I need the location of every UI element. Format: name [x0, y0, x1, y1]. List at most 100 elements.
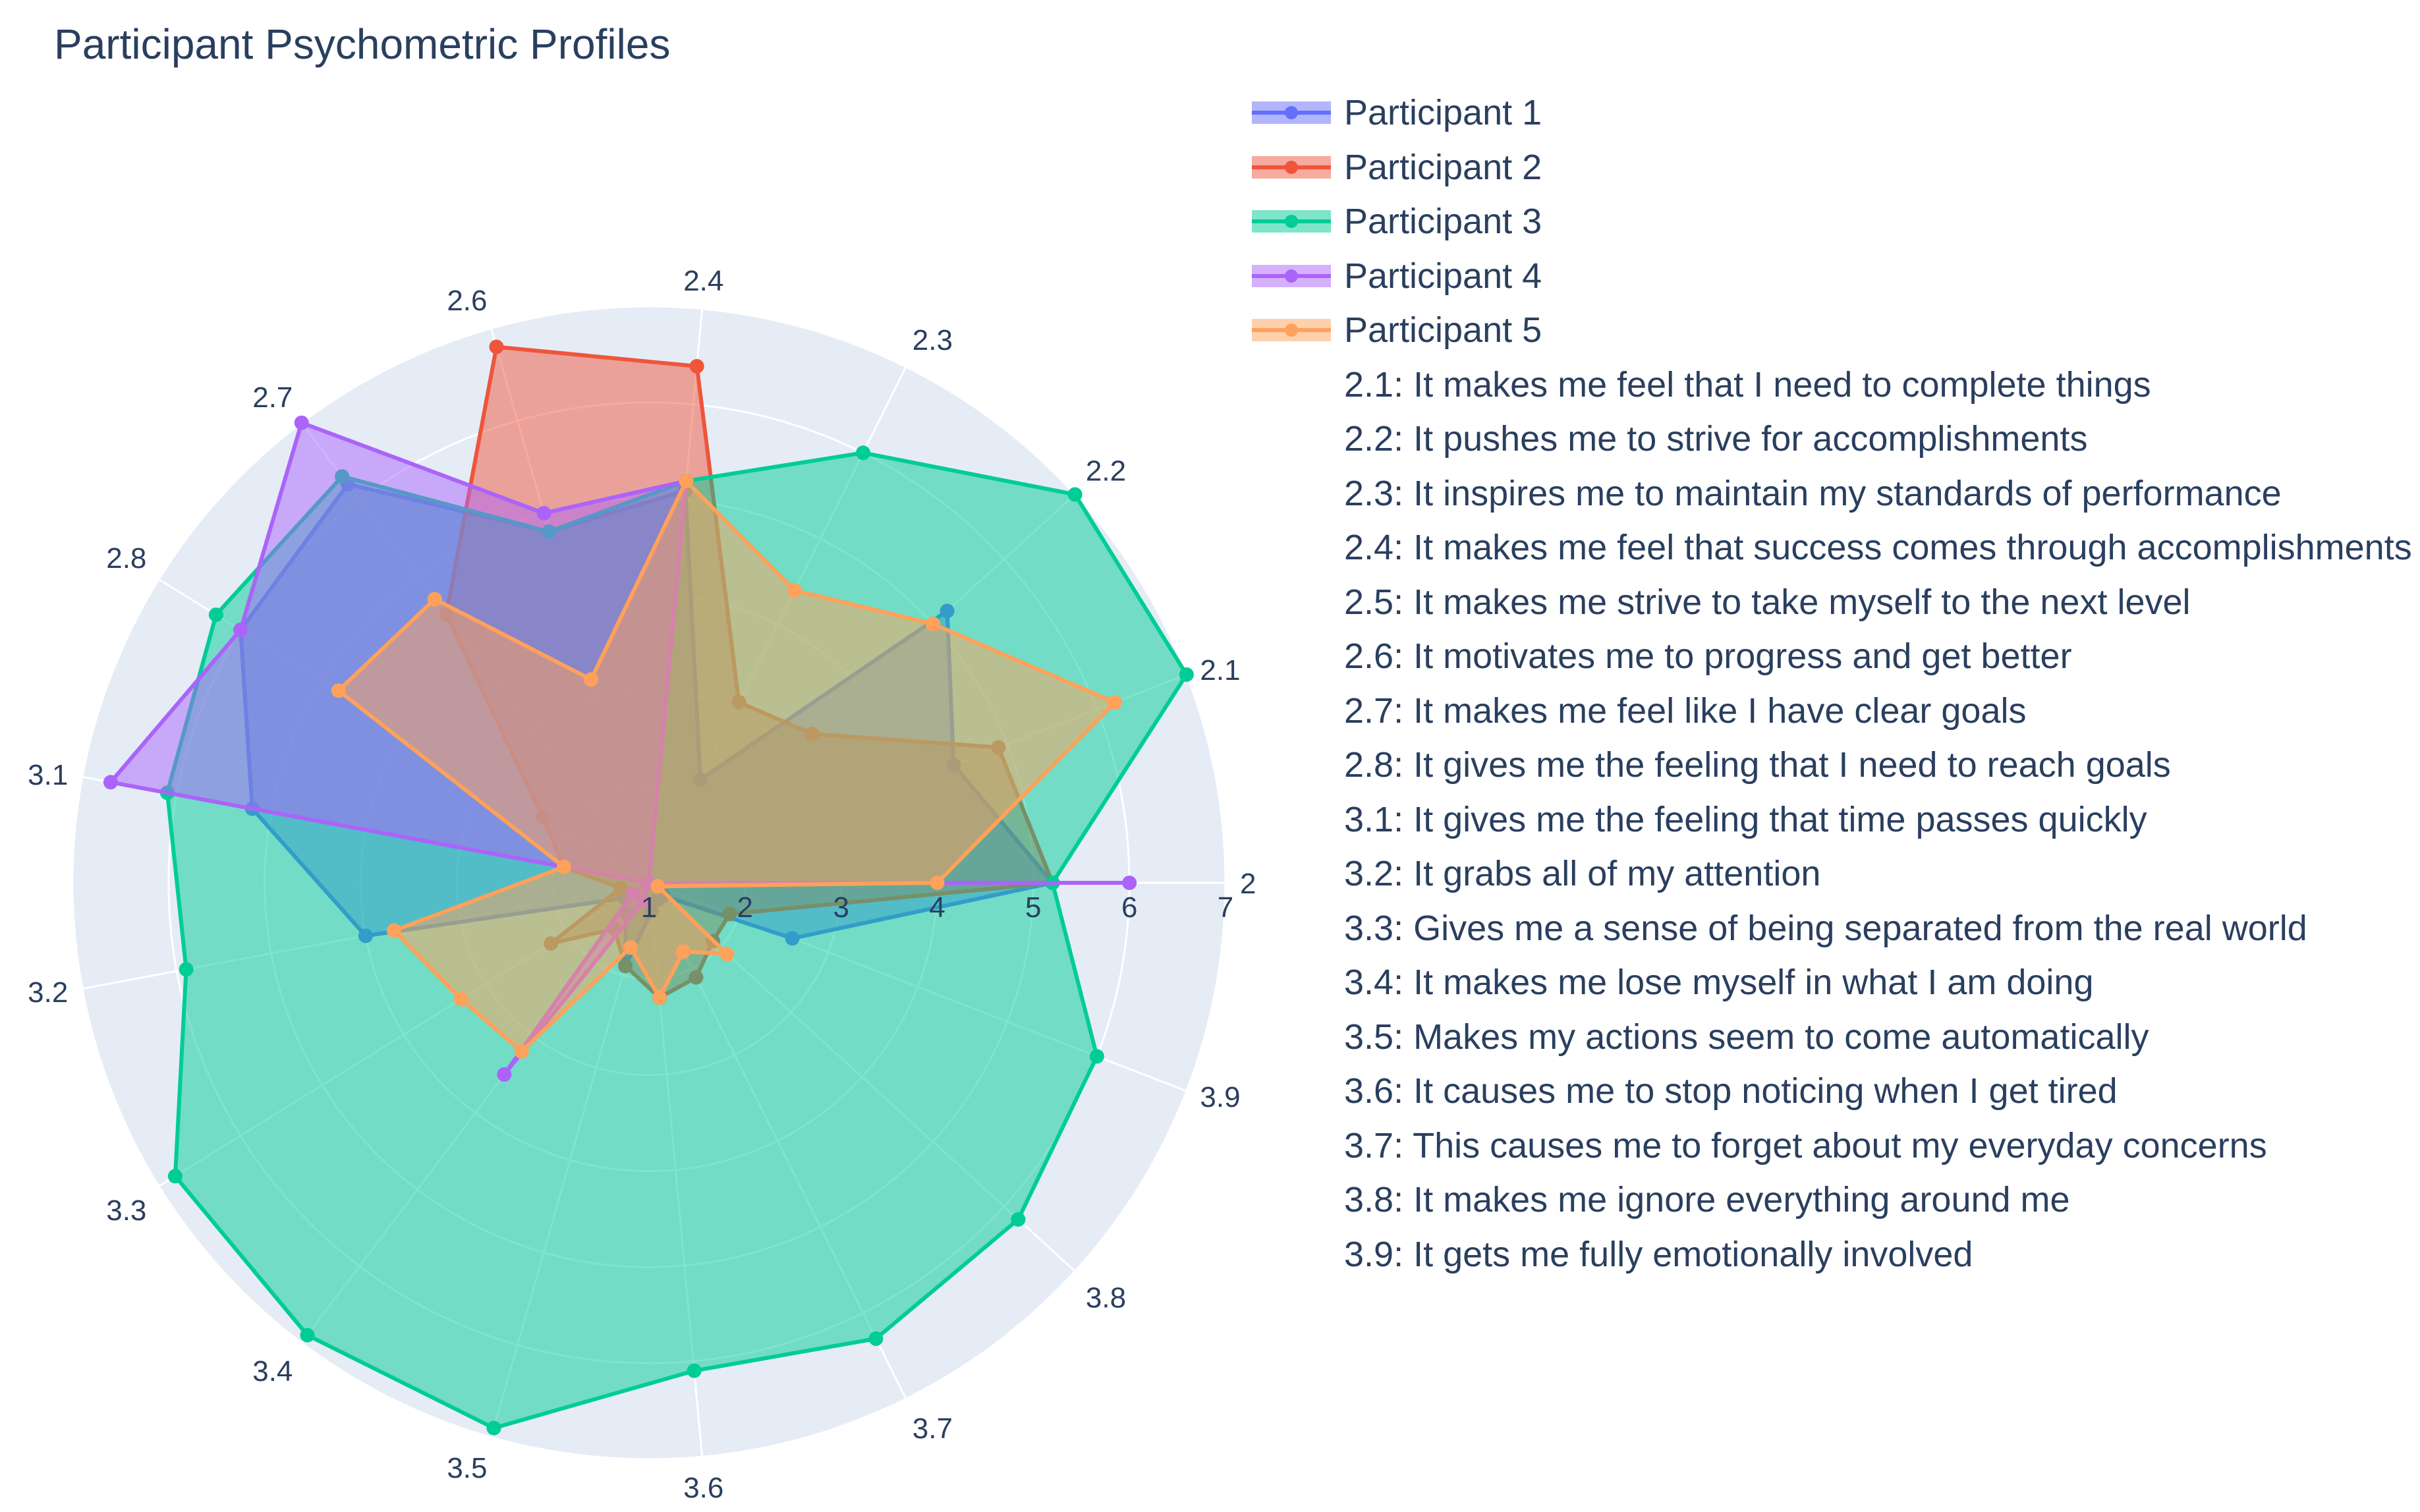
legend-note-label: 3.3: Gives me a sense of being separated…	[1344, 908, 2307, 948]
data-point[interactable]	[689, 358, 704, 374]
series-layer	[103, 339, 1194, 1436]
angular-axis-label: 2.7	[252, 381, 293, 414]
legend-swatch	[1252, 314, 1331, 347]
data-point[interactable]	[1108, 695, 1123, 710]
legend-note-item[interactable]: 3.8: It makes me ignore everything aroun…	[1252, 1173, 2412, 1227]
data-point[interactable]	[679, 474, 694, 489]
legend-label: Participant 3	[1344, 202, 1542, 242]
legend-note-label: 2.4: It makes me feel that success comes…	[1344, 528, 2412, 568]
legend-note-item[interactable]: 3.1: It gives me the feeling that time p…	[1252, 793, 2412, 847]
data-point[interactable]	[103, 775, 118, 790]
data-point[interactable]	[650, 879, 665, 894]
data-point[interactable]	[584, 672, 599, 687]
data-point[interactable]	[623, 940, 638, 955]
legend-item-participant-1[interactable]: Participant 1	[1252, 86, 2412, 140]
radial-tick-label: 7	[1218, 891, 1233, 924]
legend-note-item[interactable]: 2.4: It makes me feel that success comes…	[1252, 520, 2412, 575]
legend-item-participant-2[interactable]: Participant 2	[1252, 140, 2412, 195]
legend-note-item[interactable]: 2.5: It makes me strive to take myself t…	[1252, 575, 2412, 630]
angular-axis-label: 3.4	[252, 1355, 293, 1387]
data-point[interactable]	[1122, 876, 1137, 890]
data-point[interactable]	[787, 583, 802, 598]
legend-note-item[interactable]: 2.1: It makes me feel that I need to com…	[1252, 358, 2412, 412]
data-point[interactable]	[497, 1067, 512, 1082]
legend-note-item[interactable]: 2.3: It inspires me to maintain my stand…	[1252, 466, 2412, 521]
data-point[interactable]	[676, 944, 690, 959]
legend-label: Participant 5	[1344, 310, 1542, 350]
legend-note-label: 3.7: This causes me to forget about my e…	[1344, 1125, 2267, 1165]
radial-tick-label: 4	[929, 891, 945, 924]
legend-note-item[interactable]: 3.5: Makes my actions seem to come autom…	[1252, 1010, 2412, 1065]
legend-note-label: 2.8: It gives me the feeling that I need…	[1344, 745, 2171, 785]
radial-tick-label: 2	[737, 891, 753, 924]
data-point[interactable]	[557, 859, 571, 874]
data-point[interactable]	[1067, 487, 1083, 502]
angular-axis-label: 3.3	[106, 1194, 146, 1227]
data-point[interactable]	[208, 607, 223, 623]
angular-axis-label: 3.6	[683, 1472, 723, 1504]
series-area-participant-5[interactable]	[336, 479, 1117, 1053]
legend-item-participant-5[interactable]: Participant 5	[1252, 303, 2412, 358]
legend-note-item[interactable]: 3.7: This causes me to forget about my e…	[1252, 1119, 2412, 1173]
data-point[interactable]	[930, 876, 945, 890]
legend-note-item[interactable]: 3.6: It causes me to stop noticing when …	[1252, 1064, 2412, 1119]
data-point[interactable]	[300, 1328, 315, 1343]
data-point[interactable]	[167, 1169, 183, 1184]
legend-note-label: 2.2: It pushes me to strive for accompli…	[1344, 419, 2088, 459]
legend-note-item[interactable]: 3.4: It makes me lose myself in what I a…	[1252, 955, 2412, 1010]
data-point[interactable]	[536, 505, 551, 520]
data-point[interactable]	[926, 617, 941, 631]
legend-swatch	[1252, 96, 1331, 129]
legend-note-label: 3.1: It gives me the feeling that time p…	[1344, 799, 2147, 839]
legend-note-item[interactable]: 2.7: It makes me feel like I have clear …	[1252, 684, 2412, 739]
legend-note-label: 3.2: It grabs all of my attention	[1344, 854, 1821, 894]
legend-note-item[interactable]: 2.2: It pushes me to strive for accompli…	[1252, 412, 2412, 466]
legend-note-label: 2.1: It makes me feel that I need to com…	[1344, 364, 2151, 405]
angular-axis-label: 3.7	[913, 1413, 953, 1445]
data-point[interactable]	[719, 947, 735, 962]
data-point[interactable]	[387, 923, 401, 938]
legend-label: Participant 1	[1344, 93, 1542, 133]
data-point[interactable]	[427, 592, 442, 607]
legend-note-label: 2.3: It inspires me to maintain my stand…	[1344, 473, 2282, 513]
legend-note-item[interactable]: 3.3: Gives me a sense of being separated…	[1252, 901, 2412, 956]
data-point[interactable]	[331, 683, 346, 698]
data-point[interactable]	[486, 1420, 501, 1436]
data-point[interactable]	[514, 1044, 529, 1059]
angular-axis-label: 3.2	[28, 976, 68, 1009]
data-point[interactable]	[489, 339, 504, 354]
legend-note-item[interactable]: 3.9: It gets me fully emotionally involv…	[1252, 1227, 2412, 1282]
data-point[interactable]	[1011, 1212, 1026, 1227]
legend-label: Participant 4	[1344, 256, 1542, 296]
data-point[interactable]	[856, 445, 870, 461]
data-point[interactable]	[652, 990, 667, 1005]
legend-swatch	[1252, 205, 1331, 238]
legend-note-item[interactable]: 2.6: It motivates me to progress and get…	[1252, 629, 2412, 684]
data-point[interactable]	[453, 992, 468, 1007]
chart-title: Participant Psychometric Profiles	[54, 20, 671, 68]
radial-tick-label: 1	[641, 891, 657, 924]
angular-axis-label: 3.9	[1200, 1081, 1240, 1113]
legend-note-label: 3.8: It makes me ignore everything aroun…	[1344, 1180, 2070, 1220]
angular-axis-label: 2.6	[447, 285, 487, 317]
data-point[interactable]	[294, 415, 309, 430]
legend-swatch	[1252, 151, 1331, 184]
angular-axis-label: 3.5	[447, 1452, 487, 1484]
data-point[interactable]	[1089, 1049, 1104, 1064]
radial-tick-label: 3	[833, 891, 849, 924]
data-point[interactable]	[179, 962, 194, 977]
legend-note-label: 3.6: It causes me to stop noticing when …	[1344, 1071, 2118, 1111]
data-point[interactable]	[233, 623, 248, 638]
data-point[interactable]	[687, 1363, 702, 1378]
data-point[interactable]	[1179, 667, 1194, 682]
angular-axis-label: 2.1	[1200, 654, 1240, 686]
legend-item-participant-3[interactable]: Participant 3	[1252, 194, 2412, 249]
angular-axis-label: 3.1	[28, 759, 68, 791]
angular-axis-label: 2.2	[1086, 455, 1126, 488]
axis-label-layer: 1 2 3 4 5 6 722.12.22.32.42.62.72.83.13.23.33.…	[28, 265, 1256, 1504]
legend-note-item[interactable]: 2.8: It gives me the feeling that I need…	[1252, 738, 2412, 793]
legend-note-item[interactable]: 3.2: It grabs all of my attention	[1252, 847, 2412, 901]
legend-label: Participant 2	[1344, 147, 1542, 187]
legend-item-participant-4[interactable]: Participant 4	[1252, 249, 2412, 304]
data-point[interactable]	[868, 1331, 884, 1346]
